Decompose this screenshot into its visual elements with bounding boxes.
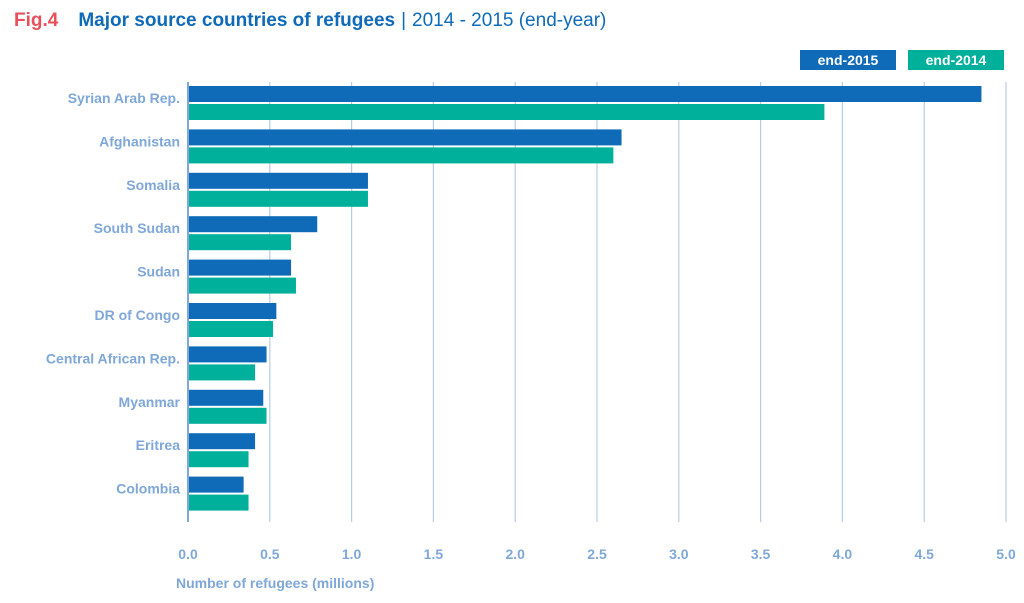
bar-end-2014-eritrea (189, 451, 249, 468)
bar-end-2015-colombia (189, 476, 244, 493)
category-label: Sudan (137, 264, 180, 280)
figure-label: Fig.4 (14, 10, 59, 31)
category-label: DR of Congo (94, 307, 180, 323)
bar-end-2015-myanmar (189, 389, 264, 406)
legend-swatch-end-2014 (908, 50, 1004, 70)
x-tick-label: 4.0 (833, 546, 853, 562)
x-tick-label: 3.0 (669, 546, 689, 562)
bar-end-2014-myanmar (189, 407, 267, 424)
x-tick-label: 0.5 (260, 546, 280, 562)
bar-end-2015-central-african-rep (189, 346, 267, 363)
bar-end-2014-central-african-rep (189, 364, 256, 381)
chart-title-row: Fig.4 Major source countries of refugees… (14, 10, 606, 38)
bar-end-2014-syrian-arab-rep (189, 104, 825, 120)
bar-end-2015-syrian-arab-rep (189, 86, 982, 102)
legend: end-2015 end-2014 (800, 50, 1004, 70)
bar-end-2014-south-sudan (189, 234, 292, 251)
chart-subtitle: 2014 - 2015 (end-year) (412, 10, 607, 31)
x-tick-label: 0.0 (178, 546, 198, 562)
category-labels: Syrian Arab Rep. Afghanistan Somalia South … (46, 90, 181, 497)
x-axis-title: Number of refugees (millions) (176, 575, 374, 591)
x-tick-label: 5.0 (996, 546, 1016, 562)
bar-end-2014-dr-of-congo (189, 321, 274, 337)
x-tick-label: 4.5 (914, 546, 934, 562)
category-label: Colombia (116, 481, 180, 497)
category-label: Myanmar (119, 394, 181, 410)
bar-end-2014-somalia (189, 190, 368, 207)
category-label: Eritrea (136, 437, 181, 453)
category-label: Afghanistan (99, 133, 180, 149)
bar-end-2015-south-sudan (189, 216, 318, 233)
bars (189, 86, 982, 511)
legend-label-end-2014: end-2014 (926, 52, 987, 68)
x-tick-label: 2.5 (587, 546, 607, 562)
bar-end-2015-somalia (189, 172, 368, 189)
bar-end-2015-dr-of-congo (189, 303, 277, 319)
x-tick-label: 2.0 (505, 546, 525, 562)
x-tick-label: 3.5 (751, 546, 771, 562)
x-tick-label: 1.0 (342, 546, 362, 562)
bar-end-2015-eritrea (189, 433, 256, 450)
x-tick-labels: 0.0 0.5 1.0 1.5 2.0 2.5 3.0 3.5 4.0 4.5 5.0 (178, 546, 1016, 562)
title-separator: | (401, 10, 407, 31)
bar-end-2014-afghanistan (189, 147, 614, 164)
category-label: Somalia (126, 177, 180, 193)
category-label: Central African Rep. (46, 350, 180, 366)
legend-swatch-end-2015 (800, 50, 896, 70)
chart-title: Major source countries of refugees (78, 10, 396, 31)
x-tick-label: 1.5 (424, 546, 444, 562)
category-label: Syrian Arab Rep. (68, 90, 180, 106)
bar-end-2014-colombia (189, 494, 249, 511)
bar-end-2015-sudan (189, 259, 292, 276)
bar-end-2015-afghanistan (189, 129, 622, 146)
bar-end-2014-sudan (189, 277, 296, 294)
category-label: South Sudan (94, 220, 180, 236)
legend-label-end-2015: end-2015 (818, 52, 879, 68)
